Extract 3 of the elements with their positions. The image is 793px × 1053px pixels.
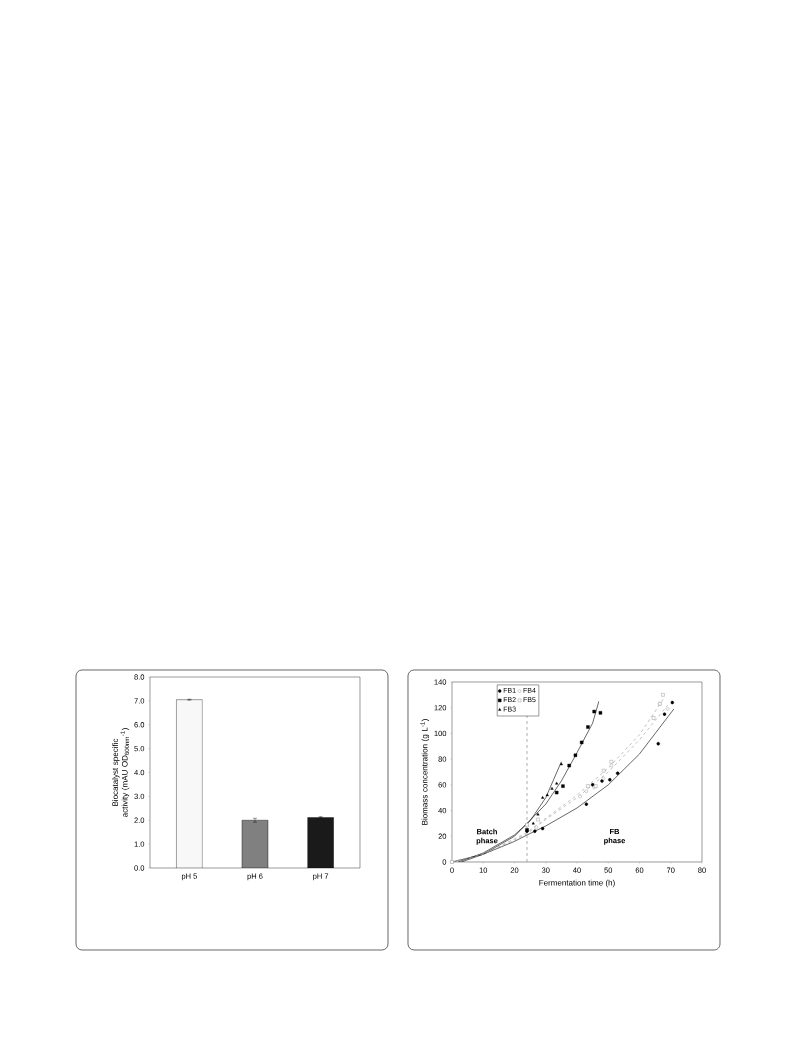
x-axis-title: Fermentation time (h)	[539, 879, 615, 888]
y-axis-title: Biocatalyst specific activity (mAU OD$_{600nm}$$^{-1}$)	[112, 728, 130, 817]
y-axis-title: Biomass concentration (g L$^{-1}$)	[420, 719, 430, 825]
